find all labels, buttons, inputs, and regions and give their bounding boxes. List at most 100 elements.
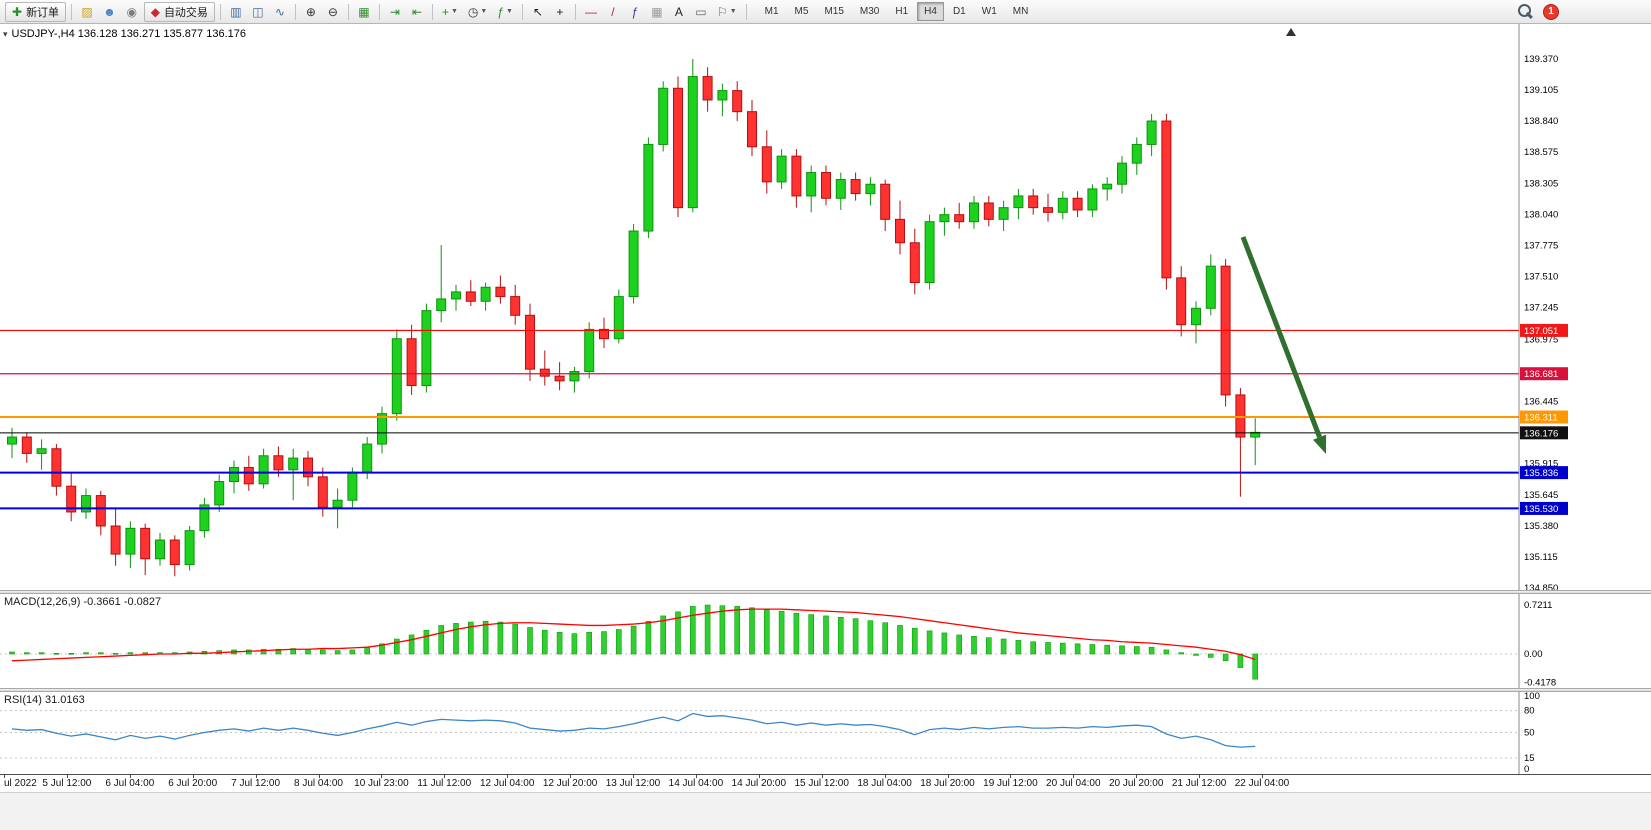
candle-body <box>332 499 343 508</box>
candle-body <box>288 457 299 471</box>
candle-body <box>258 455 269 485</box>
text-label-icon[interactable]: ▭ <box>691 2 711 22</box>
candle-body <box>1087 188 1098 211</box>
timeframe-m1[interactable]: M1 <box>764 6 779 17</box>
shapes-icon[interactable]: ⚐ ▼ <box>713 2 741 22</box>
macd-bar <box>941 632 948 655</box>
macd-bar <box>719 605 726 655</box>
bar-chart-icon[interactable]: ▥ <box>226 2 246 22</box>
time-tick <box>318 775 320 778</box>
chart-shift-marker[interactable] <box>1286 28 1296 36</box>
crosshair-icon[interactable]: + <box>550 2 570 22</box>
new-chart-icon-dropdown-caret[interactable]: ▼ <box>450 8 458 15</box>
macd-bar <box>1045 642 1051 655</box>
market-watch-icon[interactable]: ☻ <box>99 2 120 22</box>
macd-bar <box>275 648 282 655</box>
candle-body <box>1028 195 1039 209</box>
timeframe-h1[interactable]: H1 <box>895 6 909 17</box>
price-tag-135.836 <box>1520 466 1568 480</box>
indicators-icon[interactable]: ƒ ▼ <box>493 2 517 22</box>
tile-windows-icon[interactable]: ▦ <box>354 2 374 22</box>
macd-bar <box>305 648 311 655</box>
auto-scroll-icon[interactable]: ⇥ <box>385 2 405 22</box>
indicators-icon-dropdown-caret[interactable]: ▼ <box>506 8 513 15</box>
toolbar-separator <box>574 3 576 20</box>
candle-body <box>939 214 950 223</box>
auto-trading-button[interactable]: ◆ 自动交易 <box>143 1 215 22</box>
price-axis-label: 138.305 <box>1524 179 1558 190</box>
community-icon[interactable]: ◉ <box>122 2 142 22</box>
candle-chart-icon[interactable]: ◫ <box>248 2 268 22</box>
timeframe-w1[interactable]: W1 <box>981 6 997 17</box>
period-icon-dropdown-caret[interactable]: ▼ <box>480 8 488 15</box>
timeframe-h4[interactable]: H4 <box>917 2 944 21</box>
time-axis[interactable]: ul 2022 5 Jul 12:00 6 Jul 04:00 6 Jul 20:00… <box>0 774 1651 792</box>
pane-splitter-macd[interactable] <box>0 590 1651 594</box>
candle-body <box>673 87 683 209</box>
trendline-icon[interactable]: / <box>603 2 623 22</box>
macd-chart-canvas[interactable]: 0.7211 0.00 -0.4178 <box>0 594 1651 688</box>
period-icon[interactable]: ◷ ▼ <box>464 2 491 22</box>
zoom-in-icon[interactable]: ⊕ <box>301 2 321 22</box>
profiles-icon-glyph: ▨ <box>81 4 93 19</box>
macd-signal-line <box>11 608 1256 662</box>
zoom-out-icon[interactable]: ⊖ <box>323 2 343 22</box>
time-tick <box>1010 775 1012 778</box>
rsi-pane: 100 80 50 15 0 RSI(14) 31.0163 <box>0 692 1651 774</box>
time-tick <box>4 775 5 778</box>
macd-bar <box>971 636 977 655</box>
rsi-axis-label: 100 <box>1524 692 1540 702</box>
candle-body <box>998 207 1009 220</box>
timeframe-m5[interactable]: M5 <box>794 6 809 17</box>
toolbar-separator <box>378 3 380 20</box>
cursor-icon[interactable]: ↖ <box>528 2 548 22</box>
horizontal-line-icon-glyph: — <box>584 4 597 19</box>
macd-bar <box>1060 642 1066 655</box>
horizontal-level-lines[interactable] <box>0 329 1519 510</box>
grid-icon[interactable]: ▦ <box>647 2 667 22</box>
toolbar-separator <box>745 3 747 20</box>
shapes-icon-dropdown-caret[interactable]: ▼ <box>729 8 737 15</box>
text-icon[interactable]: A <box>669 2 689 22</box>
profiles-icon[interactable]: ▨ <box>77 2 97 22</box>
timeframe-d1[interactable]: D1 <box>952 6 966 17</box>
new-order-button[interactable]: ✚ 新订单 <box>5 1 67 22</box>
rsi-chart-canvas[interactable]: 100 80 50 150 <box>0 692 1651 774</box>
macd-bar <box>956 634 963 655</box>
candle-body <box>569 370 580 382</box>
toolbar-separator <box>219 3 221 20</box>
new-order-glyph: ✚ <box>12 4 23 19</box>
candle-body <box>1235 394 1246 438</box>
chart-menu-icon[interactable]: ▾ <box>3 28 8 39</box>
zoom-in-icon-glyph: ⊕ <box>305 4 316 19</box>
candle-body <box>125 527 136 555</box>
timeframe-mn[interactable]: MN <box>1012 6 1029 17</box>
drawn-arrow-object[interactable] <box>1240 236 1327 454</box>
macd-bar <box>1208 653 1214 658</box>
macd-bar <box>1237 653 1244 668</box>
macd-bar <box>556 631 563 655</box>
candle-body <box>510 296 521 316</box>
line-chart-icon[interactable]: ∿ <box>270 2 290 22</box>
time-axis-label: 8 Jul 04:00 <box>294 778 343 789</box>
new-chart-icon[interactable]: + ▼ <box>438 2 462 22</box>
fibonacci-icon[interactable]: ƒ <box>625 2 645 22</box>
macd-bar <box>467 621 474 655</box>
price-axis-label: 134.850 <box>1524 583 1558 590</box>
macd-bar <box>1193 653 1199 656</box>
chart-shift-icon[interactable]: ⇤ <box>407 2 427 22</box>
auto-trading-glyph: ◆ <box>150 4 160 19</box>
toolbar-separator <box>431 3 433 20</box>
macd-bar <box>83 652 89 655</box>
price-chart-canvas[interactable]: 139.370 139.105 138.840 138.575 138.305 138.0… <box>0 24 1651 590</box>
price-tag-text: 136.311 <box>1524 413 1558 424</box>
candle-body <box>865 183 876 195</box>
pane-splitter-rsi[interactable] <box>0 688 1651 692</box>
macd-bar <box>882 622 889 655</box>
search-icon[interactable] <box>1518 4 1533 19</box>
timeframe-m15[interactable]: M15 <box>824 6 844 17</box>
notification-badge[interactable]: 1 <box>1543 3 1559 20</box>
timeframe-m30[interactable]: M30 <box>859 6 880 17</box>
horizontal-line-icon[interactable]: — <box>581 2 601 22</box>
candle-body <box>406 338 417 387</box>
